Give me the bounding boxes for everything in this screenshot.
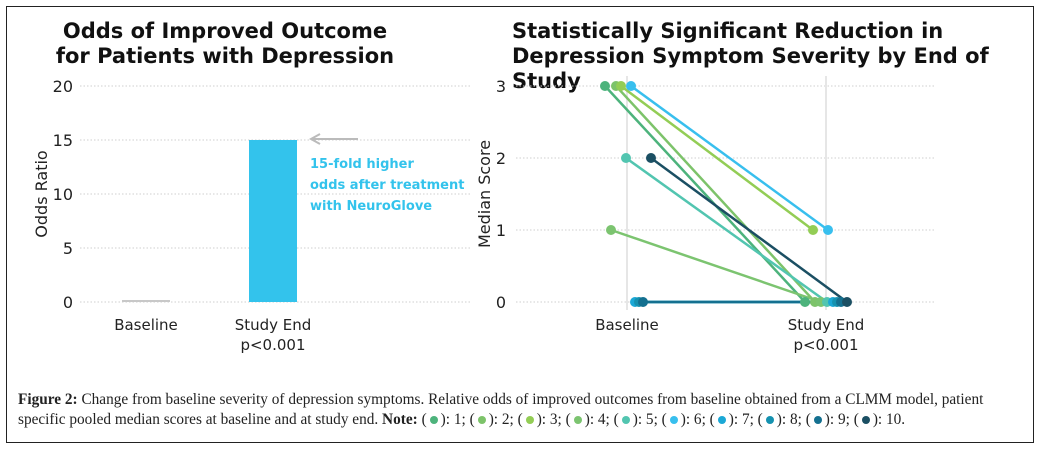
caption-label: Figure 2: — [18, 391, 78, 408]
point-baseline-3 — [616, 81, 626, 91]
series-line-3 — [620, 85, 814, 231]
left-y-tick-label: 10 — [53, 185, 73, 204]
annotation-arrow-head — [308, 133, 321, 145]
left-x-tick-sublabel: p<0.001 — [240, 336, 305, 354]
point-baseline-5 — [621, 153, 631, 163]
point-baseline-1 — [600, 81, 610, 91]
annotation-text-line: odds after treatment — [310, 178, 464, 193]
left-chart-title: Odds of Improved Outcome for Patients wi… — [55, 19, 395, 68]
legend-item: (): 7; — [709, 411, 758, 428]
series-line-4 — [610, 228, 822, 304]
legend-label: 3 — [549, 411, 558, 428]
left-x-tick-label: Baseline — [114, 316, 178, 334]
point-study-end-10 — [842, 297, 852, 307]
point-baseline-9 — [638, 297, 648, 307]
legend-dot-icon — [429, 416, 438, 425]
caption-legend: (): 1; (): 2; (): 3; (): 4; (): 5; (): 6… — [422, 411, 906, 428]
legend-label: 2 — [501, 411, 510, 428]
left-y-tick-label: 0 — [63, 293, 73, 312]
legend-item: (): 3; — [517, 411, 566, 428]
legend-item: (): 2; — [469, 411, 518, 428]
right-y-axis-label: Median Score — [475, 140, 494, 248]
left-bar-study-end — [249, 140, 297, 302]
point-baseline-6 — [626, 81, 636, 91]
point-study-end-6 — [823, 225, 833, 235]
legend-item: (): 1; — [421, 411, 470, 428]
right-y-tick-label: 2 — [496, 149, 506, 168]
legend-item: (): 5; — [613, 411, 662, 428]
legend-dot-icon — [861, 416, 870, 425]
right-x-tick-label: Baseline — [595, 316, 659, 334]
left-y-axis-label: Odds Ratio — [32, 150, 51, 237]
point-baseline-10 — [646, 153, 656, 163]
right-chart-title: Statistically Significant Reduction in D… — [512, 19, 989, 93]
caption-note-label: Note: — [382, 411, 418, 428]
legend-label: 7 — [741, 411, 750, 428]
legend-item: (): 9; — [805, 411, 854, 428]
left-y-tick-label: 15 — [53, 131, 73, 150]
series-line-10 — [650, 156, 848, 304]
right-y-tick-label: 0 — [496, 293, 506, 312]
series-line-2 — [615, 85, 816, 303]
annotation-text-line: with NeuroGlove — [310, 199, 432, 214]
left-y-tick-label: 5 — [63, 239, 73, 258]
legend-item: (): 8; — [757, 411, 806, 428]
legend-dot-icon — [813, 416, 822, 425]
legend-label: 4 — [597, 411, 606, 428]
legend-label: 1 — [453, 411, 462, 428]
legend-label: 6 — [693, 411, 702, 428]
legend-label: 10 — [885, 411, 902, 428]
series-line-5 — [625, 156, 828, 304]
legend-dot-icon — [765, 416, 774, 425]
left-y-tick-label: 20 — [53, 77, 73, 96]
series-line-6 — [630, 84, 829, 232]
legend-dot-icon — [717, 416, 726, 425]
left-x-tick-label: Study End — [235, 316, 312, 334]
legend-label: 9 — [837, 411, 846, 428]
point-study-end-3 — [808, 225, 818, 235]
legend-dot-icon — [669, 416, 678, 425]
right-x-tick-sublabel: p<0.001 — [793, 336, 858, 354]
annotation-text-line: 15-fold higher — [310, 157, 414, 172]
legend-item: (): 6; — [661, 411, 710, 428]
caption-text: Change from baseline severity of depress… — [18, 391, 984, 428]
legend-label: 8 — [789, 411, 798, 428]
right-y-tick-label: 3 — [496, 77, 506, 96]
point-baseline-4 — [606, 225, 616, 235]
legend-dot-icon — [525, 416, 534, 425]
series-line-1 — [604, 85, 806, 303]
legend-dot-icon — [477, 416, 486, 425]
figure-caption: Figure 2: Change from baseline severity … — [18, 390, 1028, 430]
right-x-tick-label: Study End — [788, 316, 865, 334]
figure-frame — [6, 6, 1034, 443]
right-y-tick-label: 1 — [496, 221, 506, 240]
legend-item: (): 4; — [565, 411, 614, 428]
legend-dot-icon — [573, 416, 582, 425]
point-study-end-1 — [800, 297, 810, 307]
legend-dot-icon — [621, 416, 630, 425]
legend-item: (): 10. — [853, 411, 906, 428]
legend-label: 5 — [645, 411, 654, 428]
left-bar-baseline — [122, 300, 170, 302]
